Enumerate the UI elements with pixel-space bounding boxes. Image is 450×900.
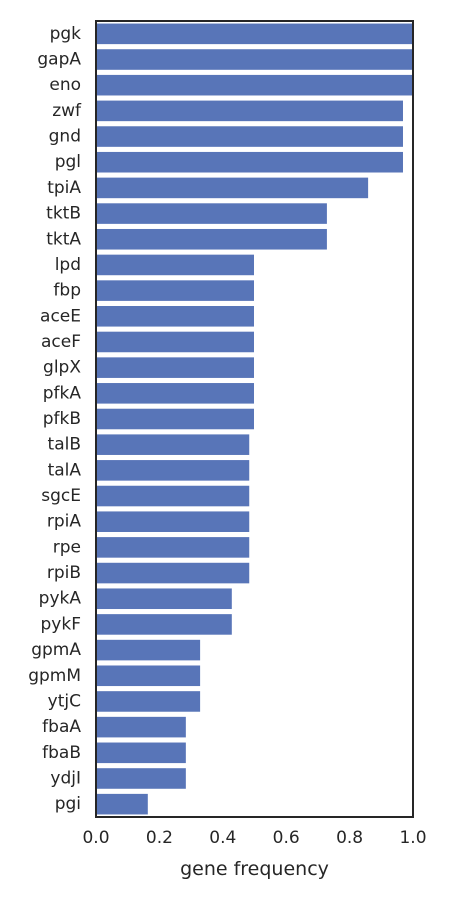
- bar-rpe: [95, 536, 251, 559]
- y-tick-label-pgl: pgl: [55, 152, 81, 172]
- plot-frame: [95, 20, 414, 818]
- bar-pfkA: [95, 382, 255, 405]
- bar-pykA: [95, 587, 233, 611]
- y-tick-label-rpe: rpe: [53, 537, 81, 557]
- y-tick-label-gnd: gnd: [49, 127, 81, 147]
- bar-ydjI: [95, 767, 187, 790]
- bar-pykF: [95, 613, 233, 636]
- x-tick-label-0.2: 0.2: [146, 828, 173, 848]
- bar-fbaB: [95, 741, 187, 765]
- y-tick-label-pgk: pgk: [50, 24, 82, 44]
- y-tick-label-pfkB: pfkB: [43, 409, 81, 429]
- bars-layer: [95, 22, 414, 816]
- y-tick-label-ytjC: ytjC: [48, 691, 81, 711]
- bar-fbaA: [95, 715, 187, 739]
- y-tick-label-glpX: glpX: [43, 358, 81, 378]
- y-tick-label-rpiA: rpiA: [47, 512, 82, 532]
- bar-tpiA: [95, 176, 370, 200]
- y-tick-label-tktB: tktB: [46, 204, 81, 224]
- bar-zwf: [95, 99, 404, 123]
- x-tick-label-0.6: 0.6: [273, 828, 300, 848]
- bar-gapA: [95, 48, 414, 71]
- bar-pfkB: [95, 407, 255, 431]
- bar-fbp: [95, 279, 255, 302]
- bar-lpd: [95, 253, 255, 277]
- bar-gnd: [95, 125, 404, 148]
- bar-ytjC: [95, 690, 202, 713]
- y-tick-label-zwf: zwf: [52, 101, 82, 121]
- bar-aceE: [95, 305, 255, 328]
- y-tick-label-eno: eno: [49, 75, 81, 95]
- y-tick-label-pfkA: pfkA: [43, 383, 82, 403]
- bar-talA: [95, 459, 251, 482]
- bar-eno: [95, 73, 414, 97]
- y-tick-label-pykF: pykF: [41, 614, 81, 634]
- y-tick-label-gapA: gapA: [37, 50, 81, 70]
- y-tick-label-ydjI: ydjI: [50, 768, 81, 788]
- bar-pgi: [95, 792, 149, 816]
- y-tick-label-rpiB: rpiB: [47, 563, 81, 583]
- bar-gpmA: [95, 638, 202, 662]
- y-tick-label-lpd: lpd: [55, 255, 81, 275]
- bar-gpmM: [95, 664, 202, 688]
- x-tick-label-0.8: 0.8: [336, 828, 363, 848]
- y-tick-label-fbp: fbp: [53, 281, 81, 301]
- y-tick-labels: pgk gapA eno zwf gnd pgl tpiA tktB tktA lpd fbp ace…: [28, 24, 82, 814]
- x-tick-label-0.4: 0.4: [209, 828, 236, 848]
- bar-pgk: [95, 22, 414, 46]
- bar-rpiB: [95, 561, 251, 585]
- bar-sgcE: [95, 484, 251, 508]
- y-tick-label-sgcE: sgcE: [41, 486, 81, 506]
- x-axis-title: gene frequency: [180, 858, 329, 880]
- bar-rpiA: [95, 510, 251, 533]
- y-tick-label-tktA: tktA: [46, 229, 81, 249]
- y-tick-label-fbaA: fbaA: [42, 717, 81, 737]
- x-tick-label-1.0: 1.0: [399, 828, 426, 848]
- bar-talB: [95, 433, 251, 456]
- bar-tktA: [95, 227, 328, 251]
- y-tick-label-aceF: aceF: [41, 332, 81, 352]
- x-tick-labels: 0.0 0.2 0.4 0.6 0.8 1.0: [82, 828, 426, 848]
- y-tick-label-aceE: aceE: [40, 306, 81, 326]
- x-tick-label-0.0: 0.0: [82, 828, 109, 848]
- y-tick-label-tpiA: tpiA: [47, 178, 81, 198]
- bar-glpX: [95, 356, 255, 379]
- y-tick-label-pgi: pgi: [55, 794, 81, 814]
- y-tick-label-gpmA: gpmA: [31, 640, 81, 660]
- y-tick-label-fbaB: fbaB: [42, 743, 81, 763]
- y-tick-label-talA: talA: [48, 460, 82, 480]
- bar-tktB: [95, 202, 328, 225]
- y-tick-label-pykA: pykA: [39, 589, 82, 609]
- bar-aceF: [95, 330, 255, 354]
- y-tick-label-gpmM: gpmM: [28, 666, 81, 686]
- y-tick-label-talB: talB: [48, 435, 81, 455]
- bar-pgl: [95, 150, 404, 174]
